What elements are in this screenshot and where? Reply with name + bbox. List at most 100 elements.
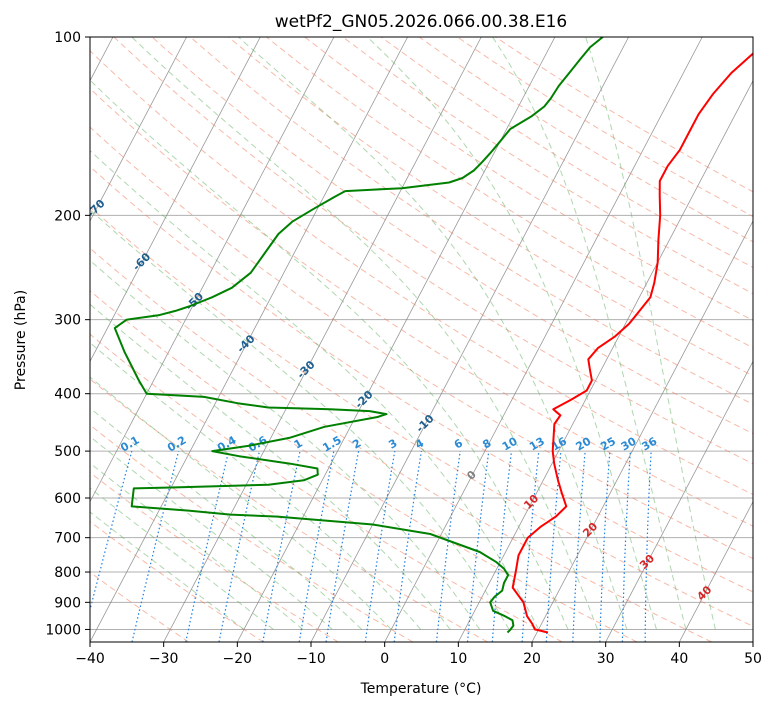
dry-adiabat-line: [228, 37, 753, 377]
isotherm-label: -60: [130, 250, 153, 273]
mixing-ratio-label: 2: [350, 437, 363, 452]
mixing-ratio-line: [599, 451, 611, 642]
mixing-ratio-line: [218, 450, 260, 642]
moist-adiabat-line: [492, 37, 687, 630]
dry-adiabat-line: [380, 37, 753, 268]
isotherm-line: [457, 79, 753, 642]
y-tick-label: 500: [54, 444, 81, 460]
x-tick-label: −10: [296, 651, 326, 667]
dry-adiabat-line: [342, 37, 753, 295]
y-tick-label: 1000: [45, 622, 81, 638]
x-tick-label: 30: [597, 651, 615, 667]
dry-adiabat-line: [90, 87, 753, 527]
isopleth-labels: 0.10.20.40.611.52346810131620253036-100-…: [37, 146, 715, 604]
dry-adiabat-line: [266, 37, 753, 349]
dry-adiabat-line: [304, 37, 753, 321]
y-tick-label: 900: [54, 595, 81, 611]
dry-adiabat-line: [90, 290, 638, 642]
moist-adiabat-line: [90, 511, 245, 630]
mixing-ratio-line: [393, 451, 422, 642]
x-tick-label: 0: [380, 651, 389, 667]
mixing-ratio-line: [644, 451, 652, 642]
x-tick-label: −40: [75, 651, 105, 667]
isotherm-label: -10: [413, 412, 436, 435]
mixing-ratio-line: [466, 451, 490, 642]
mixing-ratio-line: [491, 451, 513, 642]
moist-adiabat-line: [90, 407, 363, 630]
dry-adiabat-line: [189, 37, 753, 405]
y-axis-label: Pressure (hPa): [13, 290, 29, 390]
moist-adiabat-line: [90, 209, 510, 630]
isotherm-label: 0: [464, 468, 479, 483]
isotherm-line: [531, 220, 753, 642]
dry-adiabat-line: [90, 378, 488, 642]
y-tick-label: 300: [54, 313, 81, 329]
mixing-ratio-line: [325, 450, 360, 642]
isotherm-line: [90, 37, 187, 222]
isotherm-label: 30: [637, 552, 657, 572]
isotherm-line: [90, 37, 335, 503]
y-tick-label: 200: [54, 208, 81, 224]
mixing-ratio-line: [364, 450, 396, 642]
mixing-ratio-line: [621, 451, 631, 642]
moist-adiabat-line: [90, 149, 540, 630]
plot-frame: [89, 36, 754, 643]
y-tick-label: 100: [54, 30, 81, 46]
moist-adiabat-line: [90, 259, 481, 630]
y-tick-label: 600: [54, 491, 81, 507]
x-tick-label: 50: [744, 651, 762, 667]
x-tick-label: 20: [523, 651, 541, 667]
dry-adiabat-line: [90, 247, 712, 642]
isotherm-line: [90, 37, 408, 642]
isotherm-line: [90, 37, 261, 363]
x-axis: −40 −30 −20 −10 0 10 20 30 40 50: [75, 642, 762, 667]
moist-adiabat-line: [90, 303, 451, 630]
isotherm-line: [384, 37, 703, 642]
dry-adiabat-line: [90, 471, 339, 642]
chart-title: wetPf2_GN05.2026.066.00.38.E16: [275, 12, 567, 32]
isotherm-label: -70: [84, 197, 107, 220]
x-tick-label: −20: [223, 651, 253, 667]
isotherm-line: [310, 37, 629, 642]
moist-adiabat-line: [367, 37, 657, 630]
y-axis: 100 200 300 400 500 600 700 800 900 1000: [45, 30, 90, 638]
isotherm-label: 20: [580, 520, 600, 540]
dry-adiabat-line: [90, 206, 753, 627]
isotherm-line: [163, 37, 482, 642]
dry-adiabat-line: [90, 424, 414, 642]
y-tick-label: 400: [54, 387, 81, 403]
mixing-ratio-line: [521, 451, 540, 642]
moist-adiabat-line: [238, 37, 628, 630]
adiabats: [90, 37, 753, 642]
moist-adiabat-line: [131, 37, 598, 630]
mixing-ratio-label: 6: [452, 436, 465, 451]
isotherm-label: 40: [694, 583, 714, 603]
mixing-ratio-label: 3: [386, 437, 399, 452]
x-tick-label: 40: [670, 651, 688, 667]
dewpoint-profile-line: [113, 37, 604, 634]
moist-adiabat-line: [585, 37, 716, 630]
mixing-ratio-line: [572, 451, 586, 642]
mixing-ratio-line: [131, 450, 180, 642]
x-tick-label: 10: [449, 651, 467, 667]
isotherm-line: [752, 641, 753, 642]
moist-adiabat-line: [90, 376, 392, 630]
y-tick-label: 800: [54, 565, 81, 581]
dry-adiabat-line: [495, 37, 753, 193]
dry-adiabat-line: [90, 126, 753, 560]
x-axis-label: Temperature (°C): [360, 681, 482, 697]
moist-adiabat-line: [90, 342, 422, 630]
isotherm-label: -80: [37, 146, 60, 169]
isotherm-label: -30: [294, 358, 317, 381]
moist-adiabat-line: [90, 462, 304, 630]
isotherm-line: [678, 500, 753, 642]
mixing-ratio-label: 4: [413, 436, 426, 451]
isotherm-line: [605, 360, 753, 642]
moist-adiabat-line: [90, 79, 569, 630]
temperature-profile-line: [511, 52, 753, 634]
dry-adiabat-line: [90, 165, 753, 593]
dry-adiabat-line: [90, 571, 190, 642]
moist-adiabat-line: [90, 435, 333, 630]
mixing-ratio-line: [262, 450, 301, 642]
